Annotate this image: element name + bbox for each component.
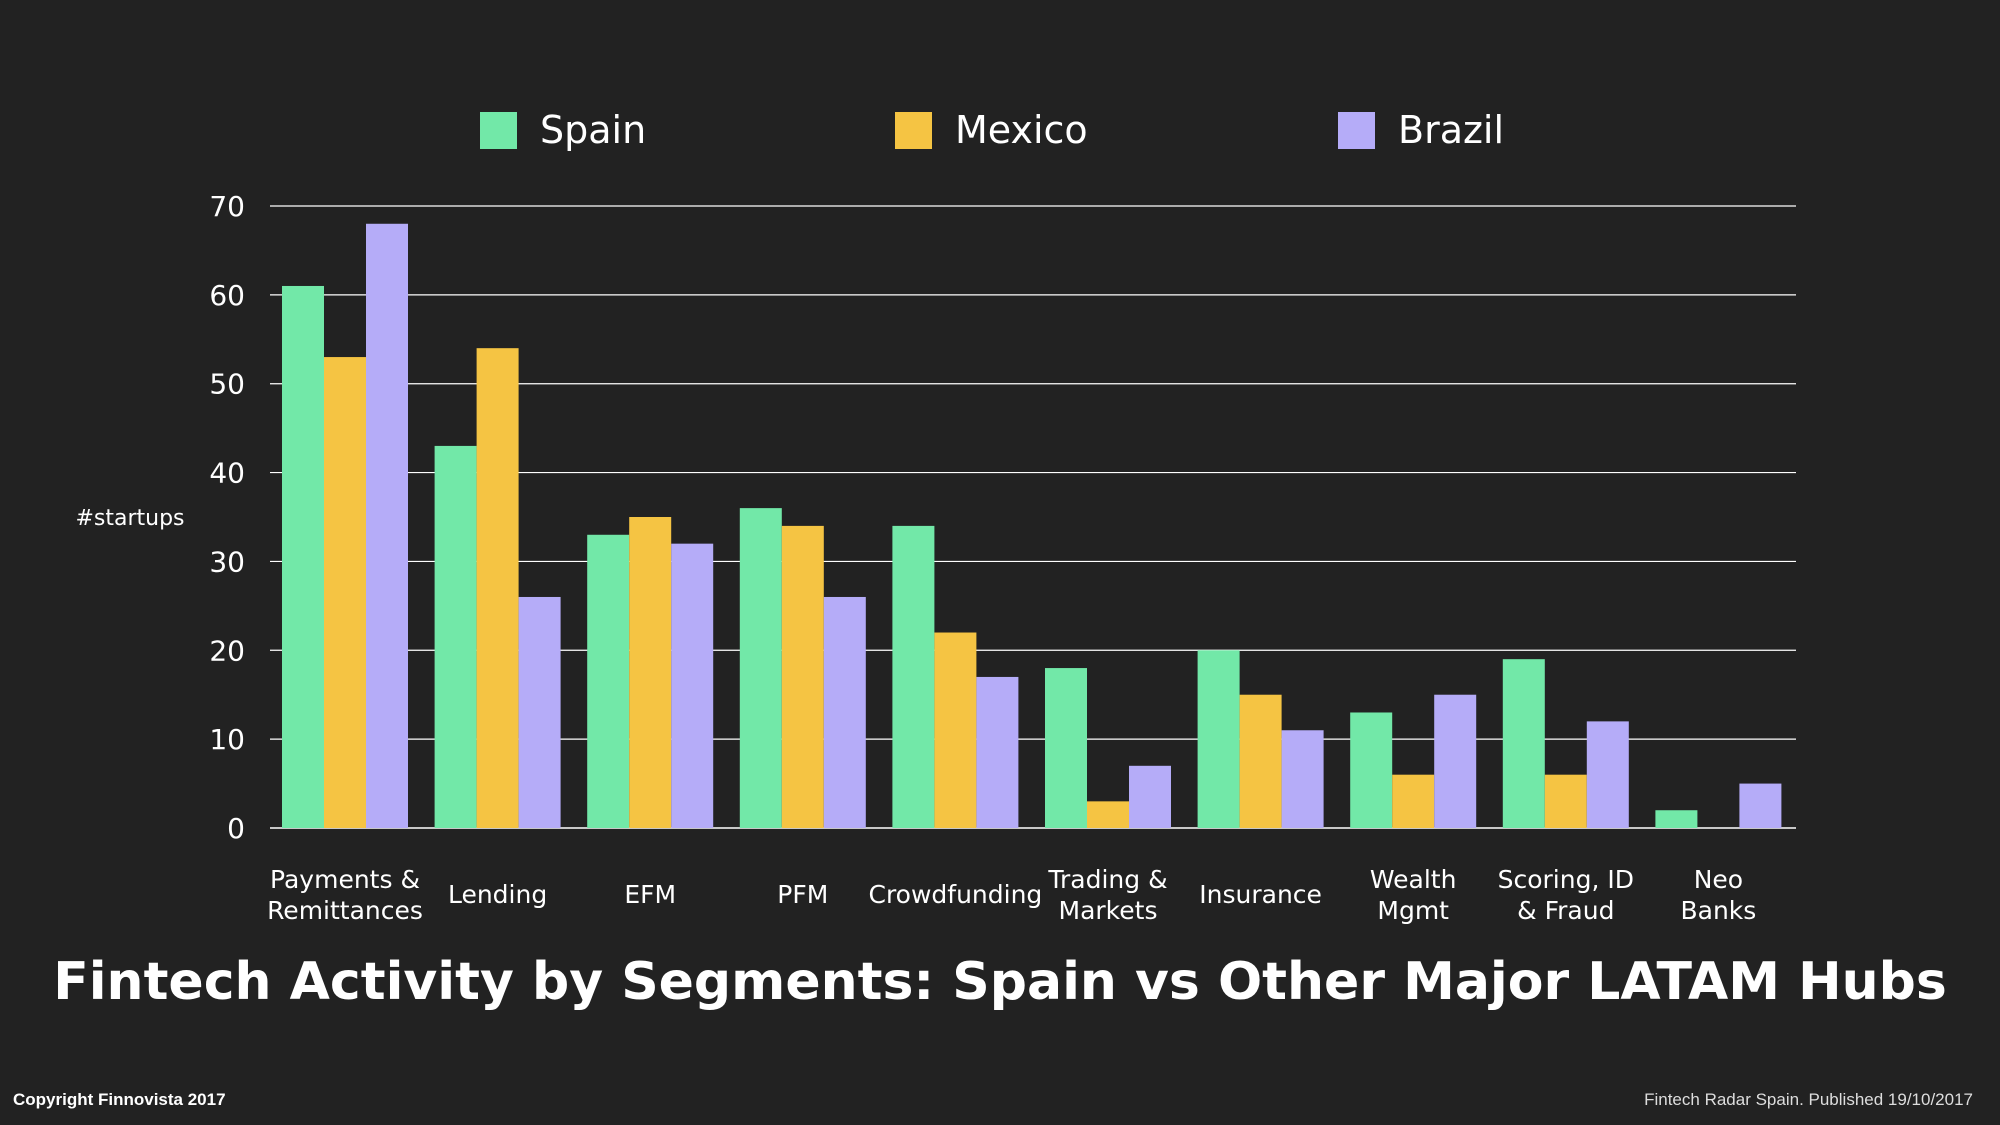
bar-mexico <box>781 525 824 828</box>
bar-brazil <box>518 596 561 828</box>
bar-mexico <box>324 357 366 828</box>
y-tick-label: 50 <box>209 368 245 401</box>
x-tick-label: & Fraud <box>1517 896 1614 925</box>
bar-mexico <box>1544 774 1587 828</box>
bar-brazil <box>823 596 866 828</box>
x-tick-label: Payments & <box>270 865 420 894</box>
bar-mexico <box>934 632 977 828</box>
x-tick-label: Banks <box>1680 896 1756 925</box>
bar-brazil <box>671 543 714 828</box>
y-tick-label: 0 <box>227 812 245 845</box>
bar-spain <box>1045 668 1087 828</box>
bar-spain <box>282 285 324 828</box>
bar-brazil <box>1434 694 1477 828</box>
legend-swatch-brazil <box>1338 112 1375 149</box>
bar-spain <box>739 508 782 828</box>
legend-label-mexico: Mexico <box>955 108 1088 152</box>
x-tick-label: Insurance <box>1199 880 1322 909</box>
legend-swatch-spain <box>480 112 517 149</box>
x-tick-label: PFM <box>777 880 828 909</box>
y-axis-label: #startups <box>75 506 184 531</box>
x-tick-label: Remittances <box>267 896 423 925</box>
y-tick-label: 70 <box>209 190 245 223</box>
legend-swatch-mexico <box>895 112 932 149</box>
y-tick-label: 20 <box>209 634 245 667</box>
bar-brazil <box>1586 721 1629 828</box>
y-tick-label: 30 <box>209 545 245 578</box>
bar-mexico <box>629 517 672 828</box>
bar-spain <box>1350 712 1393 828</box>
x-tick-label: Crowdfunding <box>868 880 1042 909</box>
source-text: Fintech Radar Spain. Published 19/10/201… <box>1644 1090 1973 1109</box>
x-tick-label: Lending <box>448 880 547 909</box>
copyright-text: Copyright Finnovista 2017 <box>13 1090 226 1109</box>
chart-title: Fintech Activity by Segments: Spain vs O… <box>53 952 1947 1012</box>
bar-spain <box>1655 810 1698 828</box>
bar-spain <box>434 445 477 828</box>
bar-brazil <box>1281 730 1324 828</box>
bar-mexico <box>1392 774 1435 828</box>
bar-mexico <box>1087 801 1129 828</box>
bar-mexico <box>1239 694 1282 828</box>
x-tick-label: Mgmt <box>1377 896 1449 925</box>
y-tick-label: 40 <box>209 457 245 490</box>
bar-brazil <box>1739 783 1782 828</box>
legend-label-brazil: Brazil <box>1398 108 1504 152</box>
y-tick-label: 10 <box>209 723 245 756</box>
x-tick-label: EFM <box>624 880 676 909</box>
x-tick-label: Markets <box>1059 896 1158 925</box>
bar-brazil <box>1129 765 1171 828</box>
x-tick-label: Neo <box>1694 865 1743 894</box>
bar-brazil <box>366 223 408 828</box>
bar-spain <box>892 525 935 828</box>
bar-mexico <box>476 348 519 828</box>
legend-label-spain: Spain <box>540 108 646 152</box>
bar-spain <box>1197 650 1240 828</box>
x-tick-label: Scoring, ID <box>1498 865 1634 894</box>
bar-brazil <box>976 676 1019 828</box>
x-tick-label: Trading & <box>1047 865 1167 894</box>
bar-spain <box>587 534 630 828</box>
bar-spain <box>1502 659 1545 828</box>
y-tick-label: 60 <box>209 279 245 312</box>
x-tick-label: Wealth <box>1370 865 1457 894</box>
